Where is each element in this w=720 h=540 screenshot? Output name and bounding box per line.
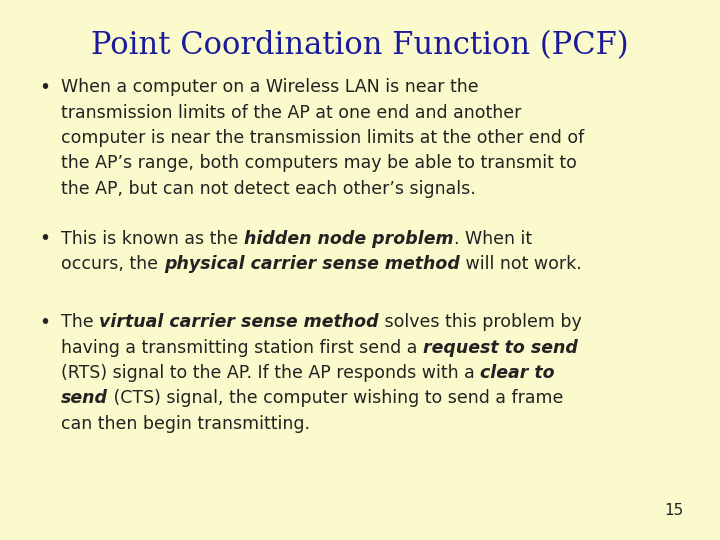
Text: occurs, the: occurs, the: [61, 255, 163, 273]
Text: Point Coordination Function (PCF): Point Coordination Function (PCF): [91, 30, 629, 60]
Text: The: The: [61, 313, 99, 331]
Text: •: •: [40, 78, 50, 97]
Text: virtual carrier sense method: virtual carrier sense method: [99, 313, 379, 331]
Text: physical carrier sense method: physical carrier sense method: [163, 255, 459, 273]
Text: (RTS) signal to the AP. If the AP responds with a: (RTS) signal to the AP. If the AP respon…: [61, 364, 480, 382]
Text: (CTS) signal, the computer wishing to send a frame: (CTS) signal, the computer wishing to se…: [108, 389, 564, 407]
Text: transmission limits of the AP at one end and another: transmission limits of the AP at one end…: [61, 104, 521, 122]
Text: 15: 15: [665, 503, 684, 518]
Text: This is known as the: This is known as the: [61, 230, 244, 247]
Text: can then begin transmitting.: can then begin transmitting.: [61, 415, 310, 433]
Text: •: •: [40, 230, 50, 248]
Text: solves this problem by: solves this problem by: [379, 313, 582, 331]
Text: the AP, but can not detect each other’s signals.: the AP, but can not detect each other’s …: [61, 180, 476, 198]
Text: •: •: [40, 313, 50, 332]
Text: When a computer on a Wireless LAN is near the: When a computer on a Wireless LAN is nea…: [61, 78, 479, 96]
Text: request to send: request to send: [423, 339, 578, 356]
Text: will not work.: will not work.: [459, 255, 581, 273]
Text: hidden node problem: hidden node problem: [244, 230, 454, 247]
Text: the AP’s range, both computers may be able to transmit to: the AP’s range, both computers may be ab…: [61, 154, 577, 172]
Text: clear to: clear to: [480, 364, 555, 382]
Text: computer is near the transmission limits at the other end of: computer is near the transmission limits…: [61, 129, 585, 147]
Text: having a transmitting station first send a: having a transmitting station first send…: [61, 339, 423, 356]
Text: send: send: [61, 389, 108, 407]
Text: . When it: . When it: [454, 230, 531, 247]
